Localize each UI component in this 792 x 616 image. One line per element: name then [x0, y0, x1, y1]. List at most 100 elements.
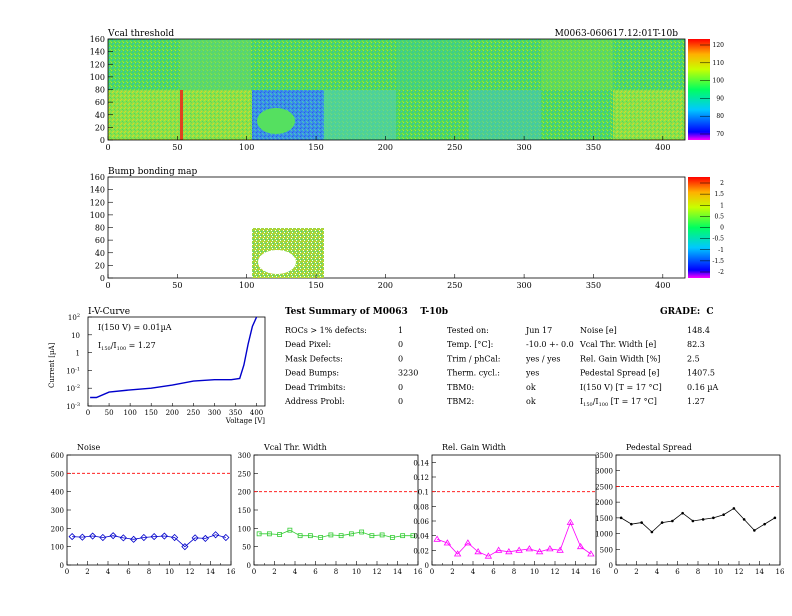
series-line [72, 534, 227, 548]
x-tick-label: 8 [696, 568, 700, 576]
data-point [484, 552, 493, 559]
map2-ytick-label: 80 [95, 224, 105, 233]
x-tick-label: 10 [352, 568, 361, 576]
data-point [150, 533, 158, 541]
y-tick-label: 2000 [595, 499, 613, 507]
iv-ylabel: Current [µA] [48, 342, 56, 388]
data-point [464, 539, 472, 546]
summary-label: I(150 V) [T = 17 °C] [580, 383, 662, 392]
test-summary: Test Summary of M0063 T-10b GRADE: C ROC… [284, 307, 719, 408]
summary-label: Address Probl: [284, 397, 345, 406]
x-tick-label: 8 [147, 568, 151, 576]
y-tick-label: 0.1 [418, 489, 429, 497]
data-point [338, 533, 344, 539]
x-tick-label: 0 [252, 568, 256, 576]
iv-xtick-label: 350 [229, 409, 242, 417]
iv-ytick-label: 10-2 [66, 384, 80, 393]
y-tick-label: 0.02 [413, 547, 429, 555]
data-point [671, 519, 674, 523]
y-tick-label: 3500 [595, 452, 613, 460]
summary-label: TBM2: [447, 397, 474, 406]
summary-value: Jun 17 [525, 326, 552, 335]
data-point [505, 548, 513, 555]
y-tick-label: 100 [238, 525, 251, 533]
map2-bg [107, 176, 686, 279]
data-point [181, 543, 189, 551]
map2-ytick-label: 100 [90, 211, 105, 220]
data-point [566, 518, 575, 525]
iv-xtick-label: 100 [123, 409, 136, 417]
map1-ytick-label: 20 [95, 123, 105, 132]
map2-palette-label: -1.5 [712, 258, 724, 265]
x-tick-label: 8 [334, 568, 338, 576]
data-point [453, 550, 462, 557]
series-line [259, 529, 413, 538]
x-tick-label: 16 [592, 568, 601, 576]
vcal-threshold-map: Vcal threshold M0063-060617.12:01T-10b 0… [90, 29, 724, 152]
data-point [576, 542, 585, 550]
data-point [78, 533, 86, 541]
summary-label: Pedestal Spread [e] [580, 369, 659, 378]
map1-ytick-label: 40 [95, 111, 105, 120]
map2-xtick-label: 150 [308, 281, 323, 290]
data-point [400, 533, 406, 539]
x-tick-label: 12 [186, 568, 195, 576]
x-tick-label: 6 [675, 568, 680, 576]
data-point [287, 527, 293, 533]
summary-label: Therm. cycl.: [447, 369, 500, 378]
data-point [701, 518, 705, 521]
y-tick-label: 1000 [595, 531, 613, 539]
y-tick-label: 3000 [595, 468, 613, 476]
summary-value: 0.16 µA [687, 383, 719, 392]
map2-palette-label: 0.5 [714, 213, 724, 220]
y-tick-label: 0 [60, 562, 64, 570]
y-tick-label: 100 [51, 544, 64, 552]
iv-xtick-label: 400 [250, 409, 263, 417]
summary-label: Mask Defects: [285, 354, 343, 363]
data-point [410, 533, 416, 539]
data-point [650, 530, 654, 534]
x-tick-label: 0 [614, 568, 618, 576]
chart-title: Pedestal Spread [626, 443, 692, 452]
map1-xtick-label: 350 [586, 143, 601, 152]
summary-value: ok [526, 383, 536, 392]
map1-xtick-label: 150 [308, 143, 323, 152]
map2-xtick-label: 400 [655, 281, 670, 290]
map2-ytick-label: 120 [90, 198, 105, 207]
summary-label: Dead Pixel: [285, 340, 331, 349]
iv-annotation-ratio: I150/I100 = 1.27 [98, 341, 156, 352]
map1-ytick-label: 0 [100, 136, 105, 145]
iv-xtick-label: 200 [166, 409, 179, 417]
summary-value: 0 [398, 354, 403, 363]
data-point [443, 539, 452, 546]
data-point [722, 513, 725, 517]
map2-palette [688, 177, 710, 278]
map2-ytick-label: 20 [95, 261, 105, 270]
x-tick-label: 12 [551, 568, 560, 576]
data-point [348, 531, 354, 537]
grade-label: GRADE: C [660, 307, 714, 317]
map1-ytick-label: 100 [90, 73, 105, 82]
iv-annotation-current: I(150 V) = 0.01µA [98, 323, 172, 332]
chart-title: Vcal Thr. Width [263, 443, 327, 452]
map1-palette-label: 100 [713, 78, 725, 85]
map2-xtick-label: 100 [239, 281, 254, 290]
data-point [619, 516, 623, 520]
x-tick-label: 14 [571, 568, 580, 576]
summary-value: 148.4 [687, 326, 710, 335]
data-point [99, 533, 107, 542]
summary-value: 0 [398, 397, 403, 406]
x-tick-label: 6 [491, 568, 496, 576]
data-point [474, 548, 482, 555]
data-point [256, 531, 262, 537]
map1-ytick-label: 160 [90, 35, 105, 44]
map2-palette-label: 0 [720, 225, 724, 232]
iv-curve-line [90, 316, 258, 399]
x-tick-label: 4 [106, 568, 111, 576]
iv-ytick-label: 10-1 [66, 366, 80, 375]
x-tick-label: 10 [530, 568, 539, 576]
x-tick-label: 0 [430, 568, 434, 576]
summary-label: Noise [e] [580, 326, 617, 335]
summary-label: TBM0: [447, 383, 474, 392]
x-tick-label: 12 [373, 568, 382, 576]
